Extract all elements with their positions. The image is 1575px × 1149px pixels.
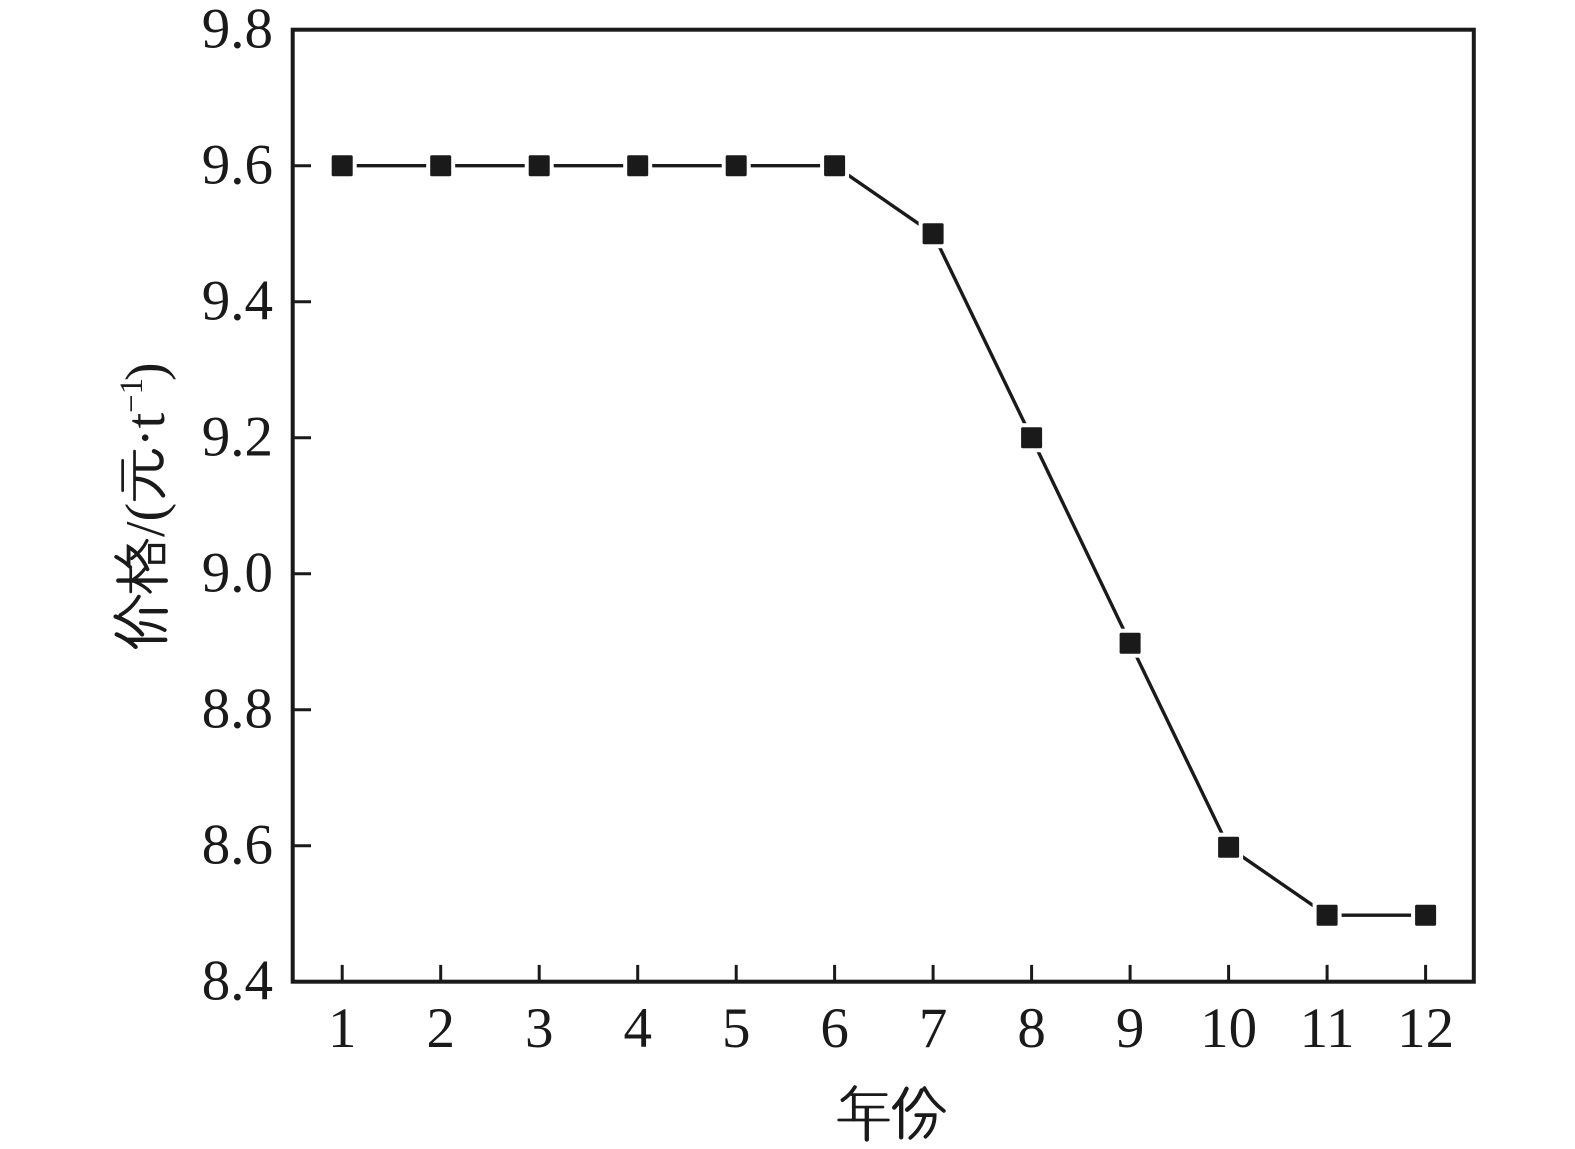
svg-text:6: 6 (820, 997, 849, 1060)
svg-text:5: 5 (722, 997, 751, 1060)
svg-text:8.6: 8.6 (202, 814, 273, 877)
svg-text:9.6: 9.6 (202, 134, 273, 197)
svg-text:7: 7 (919, 997, 948, 1060)
svg-text:/(: /( (115, 503, 177, 537)
svg-text:1: 1 (328, 997, 357, 1060)
svg-text:8: 8 (1017, 997, 1046, 1060)
svg-text:8.8: 8.8 (202, 678, 273, 741)
svg-text:8.4: 8.4 (202, 950, 273, 1013)
svg-text:12: 12 (1397, 997, 1454, 1060)
svg-text:9.0: 9.0 (202, 542, 273, 605)
svg-text:2: 2 (426, 997, 455, 1060)
svg-text:9.4: 9.4 (202, 270, 273, 333)
svg-text:·t: ·t (115, 412, 177, 447)
svg-text:9.2: 9.2 (202, 406, 273, 469)
svg-text:3: 3 (525, 997, 554, 1060)
svg-text:−1: −1 (114, 378, 150, 413)
svg-text:10: 10 (1200, 997, 1257, 1060)
svg-text:): ) (115, 362, 177, 381)
svg-text:4: 4 (623, 997, 652, 1060)
svg-text:9.8: 9.8 (202, 0, 273, 61)
svg-text:9: 9 (1116, 997, 1145, 1060)
svg-text:11: 11 (1300, 997, 1355, 1060)
